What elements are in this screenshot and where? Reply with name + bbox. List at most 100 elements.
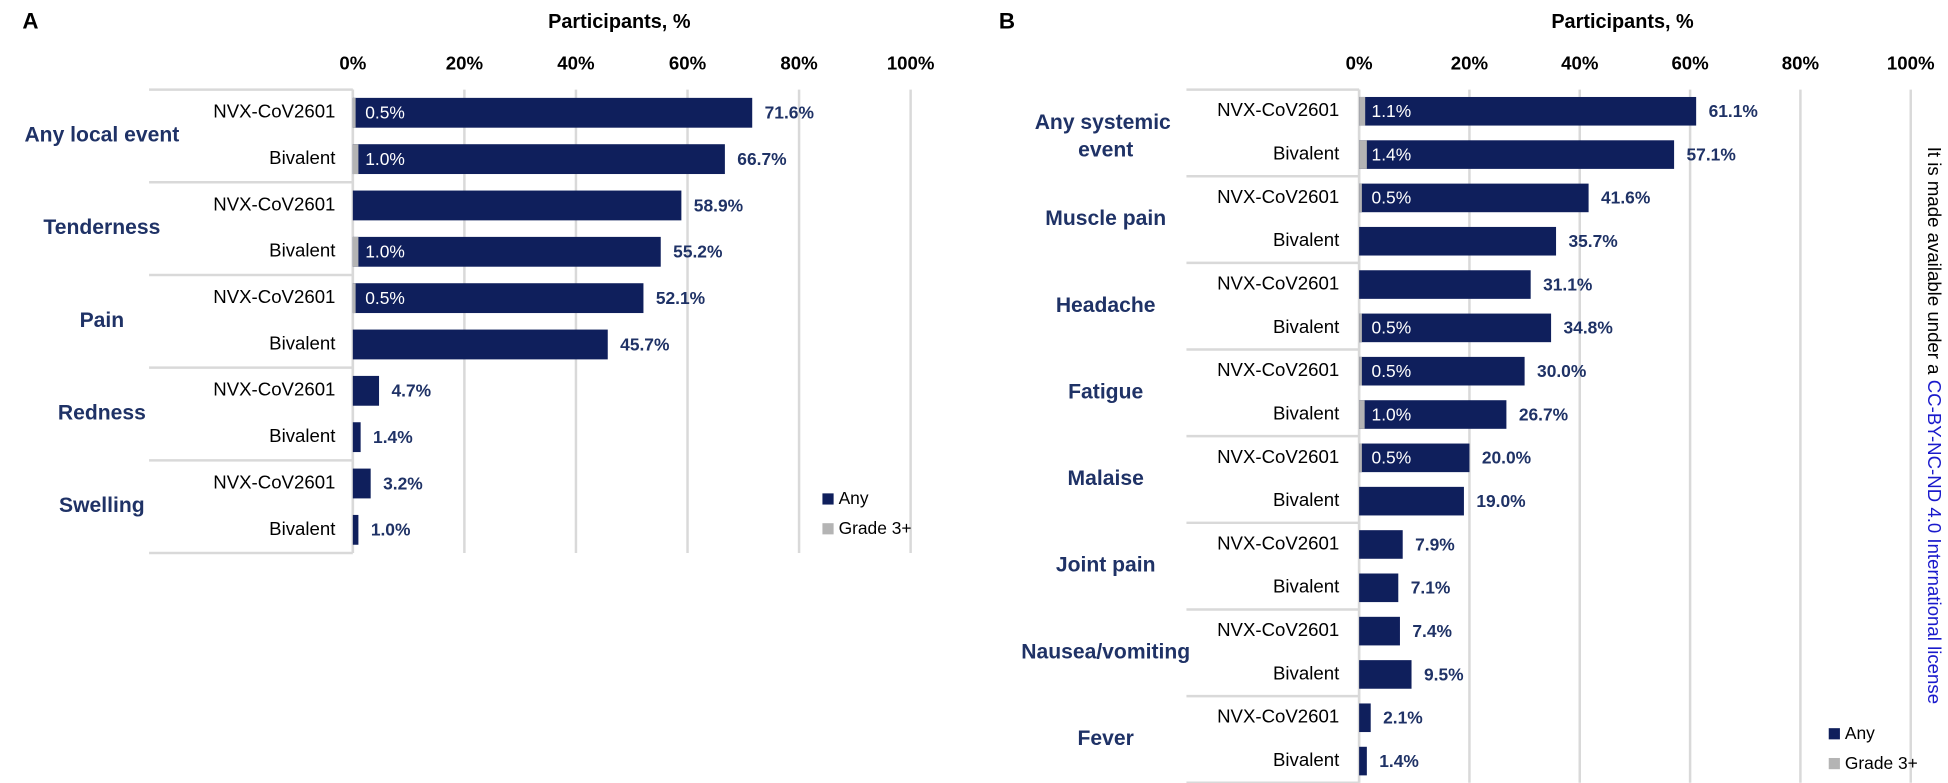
x-tick-label: 40% [1561,53,1599,74]
bar [1359,400,1507,429]
grade3-label: 0.5% [365,103,405,123]
value-label: 55.2% [673,242,722,262]
x-tick-label: 60% [1671,53,1709,74]
grade3-bar [1359,183,1362,213]
value-label: 7.4% [1412,621,1452,641]
bar [1359,443,1470,473]
bar [352,514,359,545]
x-tick-label: 40% [557,53,595,74]
legend-swatch [1828,728,1840,740]
category-label: NVX-CoV2601 [1217,532,1339,553]
value-label: 61.1% [1709,101,1758,121]
value-label: 58.9% [694,195,743,215]
bar [1359,746,1367,776]
x-tick-label: 0% [1346,53,1373,74]
group-label: Tenderness [43,216,160,239]
value-label: 26.7% [1519,404,1568,424]
group-label-line: event [1078,138,1133,161]
bar [1359,270,1531,299]
group-label: Muscle pain [1045,207,1166,230]
category-label: NVX-CoV2601 [1217,619,1339,640]
group-label-line: Any systemic [1035,111,1177,134]
bar [1359,573,1399,603]
grade3-bar [352,144,359,175]
legend-label: Grade 3+ [839,518,912,538]
x-tick-label: 100% [887,53,935,74]
category-label: Bivalent [1273,489,1340,510]
grade3-bar [352,97,356,128]
grade3-bar [352,283,356,314]
bar [352,97,753,128]
group-label: Joint pain [1056,554,1156,577]
category-label: NVX-CoV2601 [1217,99,1339,120]
grade3-bar [1359,313,1362,343]
group-label: Redness [58,402,146,425]
legend-swatch [822,523,834,535]
category-label: NVX-CoV2601 [213,101,335,122]
value-label: 57.1% [1687,144,1736,164]
bar [352,329,608,360]
side-note-text: It is made available under a [1924,147,1945,375]
legend-swatch [1828,757,1840,770]
group-label: Fatigue [1068,380,1143,403]
bar [352,190,682,221]
grade3-label: 0.5% [1372,361,1412,381]
axis-title: Participants, % [1551,11,1694,33]
x-tick-label: 80% [780,53,818,74]
grade3-label: 1.0% [365,149,405,169]
group-label: Malaise [1068,467,1145,490]
value-label: 2.1% [1383,708,1423,728]
group-label: Swelling [59,494,145,517]
category-label: NVX-CoV2601 [1217,446,1339,467]
panel-label: A [22,8,38,33]
legend-label: Grade 3+ [1845,753,1918,773]
x-tick-label: 60% [669,53,707,74]
bar [352,375,380,406]
value-label: 19.0% [1476,491,1525,511]
group-label: Pain [80,309,125,332]
value-label: 4.7% [391,381,431,401]
side-note: It is made available under a CC-BY-NC-ND… [1924,147,1945,704]
grade3-label: 0.5% [1372,448,1412,468]
axis-title: Participants, % [548,11,691,33]
legend-label: Any [1845,723,1875,743]
value-label: 30.0% [1537,361,1586,381]
category-label: NVX-CoV2601 [1217,359,1339,380]
grade3-bar [1359,140,1367,169]
value-label: 34.8% [1564,318,1613,338]
grade3-label: 1.4% [1372,144,1412,164]
bar [1359,486,1464,516]
grade3-label: 1.0% [365,242,405,262]
legend-label: Any [839,488,869,508]
category-label: Bivalent [269,147,336,168]
x-tick-label: 20% [1451,53,1489,74]
grade3-label: 1.0% [1372,404,1412,424]
bar [352,283,644,314]
category-label: NVX-CoV2601 [213,193,335,214]
x-tick-label: 80% [1782,53,1820,74]
category-label: Bivalent [269,332,336,353]
category-label: NVX-CoV2601 [1217,186,1339,207]
x-tick-label: 100% [1887,53,1935,74]
category-label: NVX-CoV2601 [213,286,335,307]
bar [1359,226,1557,256]
category-label: Bivalent [1273,662,1340,683]
grade3-label: 0.5% [365,288,405,308]
value-label: 1.4% [373,427,413,447]
bar [1359,356,1525,386]
group-label: Any systemic event [1035,111,1177,161]
value-label: 20.0% [1482,448,1531,468]
category-label: NVX-CoV2601 [1217,706,1339,727]
grade3-bar [1359,443,1362,473]
value-label: 1.4% [1379,751,1419,771]
bar [1359,183,1589,213]
bar [1359,313,1552,343]
value-label: 52.1% [656,288,705,308]
bar [352,236,661,267]
bar [1359,660,1412,689]
bar [352,422,361,453]
bar [352,144,725,175]
category-label: Bivalent [1273,576,1340,597]
group-label: Nausea/vomiting [1021,640,1190,663]
